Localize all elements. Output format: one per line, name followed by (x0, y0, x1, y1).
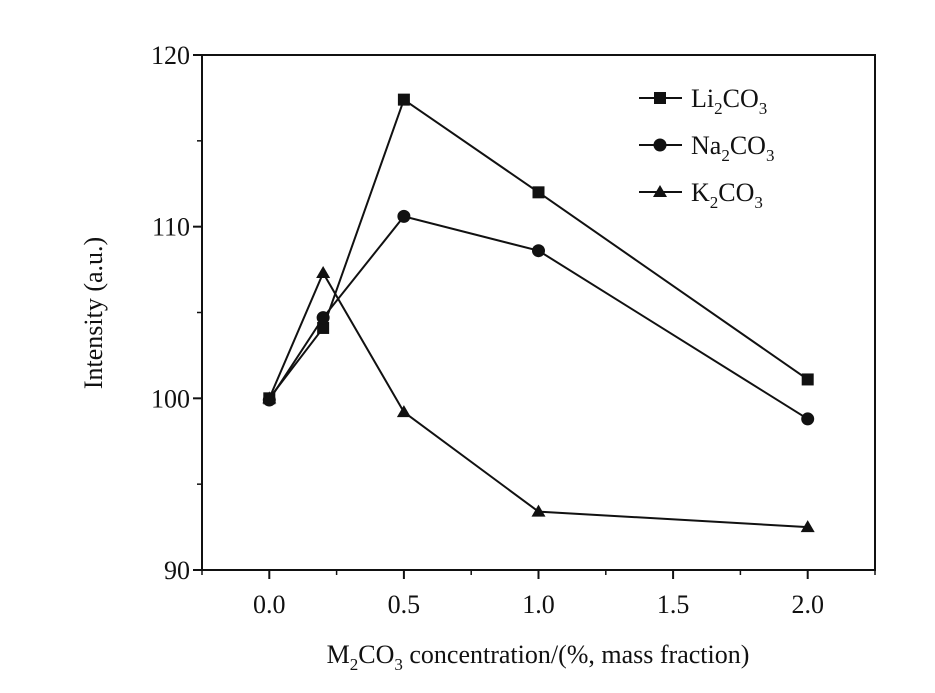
data-point-square (317, 321, 330, 334)
data-point-square (801, 373, 814, 386)
x-tick-label: 2.0 (791, 590, 824, 619)
legend-label: Na2CO3 (691, 131, 774, 165)
series-circle (262, 209, 815, 426)
legend-text: CO (730, 131, 766, 160)
legend-text: Li (691, 84, 714, 113)
data-point-triangle (262, 391, 277, 404)
data-point-square (532, 186, 545, 199)
y-tick-label: 100 (151, 384, 190, 413)
x-tick-label: 0.0 (253, 590, 286, 619)
series-triangle (262, 266, 815, 533)
x-axis-title-subscript: 2 (350, 655, 359, 674)
legend-text: CO (718, 178, 754, 207)
legend-entry: Na2CO3 (639, 131, 774, 165)
legend-text: CO (723, 84, 759, 113)
series-layer (262, 93, 815, 533)
data-point-triangle (800, 520, 815, 533)
legend-entry: Li2CO3 (639, 84, 767, 118)
y-tick-label: 120 (151, 41, 190, 70)
y-tick-label: 110 (152, 213, 190, 242)
legend-subscript: 2 (710, 193, 719, 212)
x-tick-label: 1.5 (657, 590, 690, 619)
x-axis-title-part: CO (358, 640, 394, 669)
legend-text: K (691, 178, 710, 207)
legend-label: Li2CO3 (691, 84, 767, 118)
x-axis-title-part: concentration/(%, mass fraction) (403, 640, 750, 669)
legend-text: Na (691, 131, 722, 160)
data-point-square (397, 93, 410, 106)
legend-subscript: 2 (721, 146, 730, 165)
data-point-circle (316, 311, 330, 325)
legend-subscript: 3 (766, 146, 775, 165)
x-axis-title-part: M (327, 640, 350, 669)
series-line (268, 270, 808, 529)
data-point-circle (801, 412, 815, 426)
x-tick-label: 1.0 (522, 590, 555, 619)
y-tick-label: 90 (164, 556, 190, 585)
x-axis-title: M2CO3 concentration/(%, mass fraction) (327, 640, 750, 674)
data-point-square (654, 92, 666, 104)
legend-subscript: 3 (759, 99, 768, 118)
data-point-triangle (316, 266, 331, 279)
axes: 0.0 0.5 1.0 1.5 2.0 90 100 110 120 (151, 41, 876, 619)
data-point-triangle (653, 185, 667, 197)
data-point-circle (653, 138, 667, 152)
data-point-circle (532, 244, 545, 258)
y-axis-title: Intensity (a.u.) (79, 237, 108, 389)
legend-entry: K2CO3 (639, 178, 763, 212)
data-point-triangle (396, 405, 411, 418)
data-point-circle (397, 209, 411, 223)
plot-frame (201, 54, 876, 571)
data-point-triangle (531, 504, 546, 517)
x-axis-title-subscript: 3 (394, 655, 403, 674)
legend-subscript: 3 (754, 193, 763, 212)
x-tick-label: 0.5 (388, 590, 421, 619)
legend-label: K2CO3 (691, 178, 763, 212)
legend-subscript: 2 (714, 99, 723, 118)
